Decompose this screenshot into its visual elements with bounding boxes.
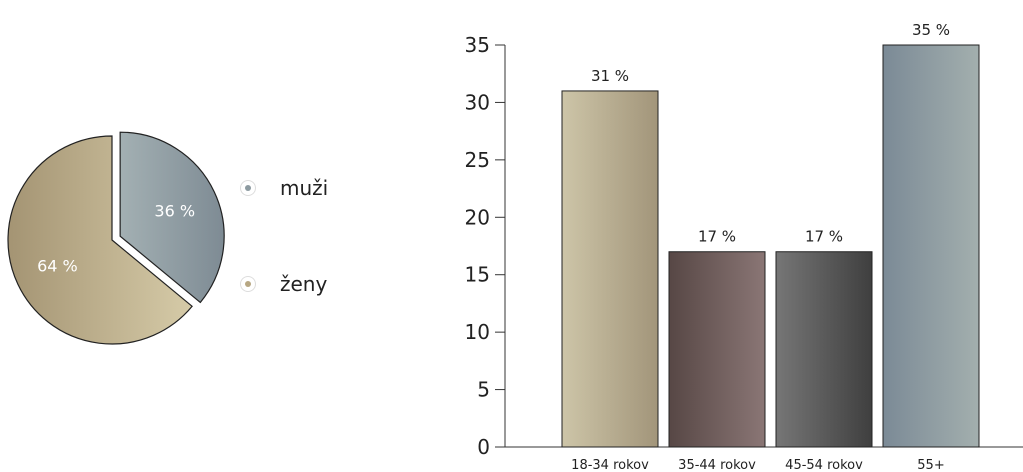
y-tick-label: 10: [465, 320, 490, 344]
bar-data-label: 17 %: [805, 228, 843, 246]
x-tick-label: 35-44 rokov: [678, 458, 756, 472]
y-tick-label: 25: [465, 148, 490, 172]
y-tick-label: 5: [477, 378, 490, 402]
legend-item-men: muži: [240, 176, 328, 200]
pie-slice-label-men: 36 %: [154, 201, 195, 220]
y-tick-label: 0: [477, 435, 490, 459]
pie-slice-men: [119, 131, 225, 304]
x-tick-label: 55+: [917, 458, 944, 472]
pie-slice-label-women: 64 %: [37, 257, 78, 276]
x-tick-label: 45-54 rokov: [785, 458, 863, 472]
x-tick-label: 18-34 rokov: [571, 458, 649, 472]
legend-label-women: ženy: [280, 272, 328, 296]
bar-data-label: 35 %: [912, 21, 950, 39]
legend-item-women: ženy: [240, 272, 327, 296]
bar: [775, 251, 873, 448]
bar-data-label: 17 %: [698, 228, 736, 246]
y-tick-label: 20: [465, 205, 490, 229]
bar: [561, 90, 659, 448]
bar: [882, 44, 980, 448]
bar-data-label: 31 %: [591, 67, 629, 85]
legend-marker-men: [240, 180, 256, 196]
y-tick-label: 15: [465, 263, 490, 287]
legend-label-men: muži: [280, 176, 329, 200]
y-tick-label: 35: [465, 33, 490, 57]
bar: [668, 251, 766, 448]
pie-slice-women: [7, 135, 193, 345]
y-tick-label: 30: [465, 90, 490, 114]
legend-marker-women: [240, 276, 256, 292]
